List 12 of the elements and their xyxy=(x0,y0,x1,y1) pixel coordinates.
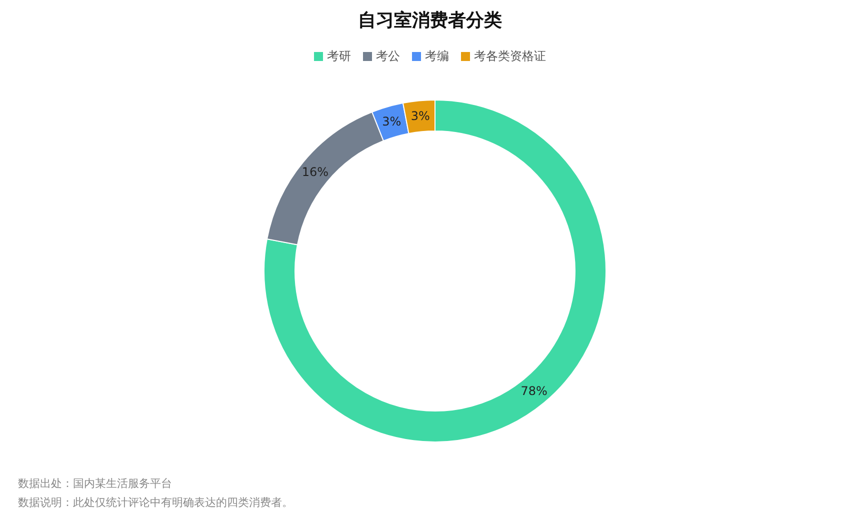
legend-label: 考公 xyxy=(376,48,400,65)
data-label: 78% xyxy=(520,384,548,398)
data-label: 3% xyxy=(382,114,402,129)
chart-title: 自习室消费者分类 xyxy=(357,9,503,32)
text: 数据说明：此处仅统计评论中有明确表达的四类消费者。 xyxy=(18,495,293,511)
data-label: 3% xyxy=(410,109,430,124)
legend-label: 考编 xyxy=(425,48,449,65)
donut-slice xyxy=(264,100,606,442)
data-label: 16% xyxy=(302,164,329,179)
legend-label: 考各类资格证 xyxy=(474,48,546,65)
text: 数据出处：国内某生活服务平台 xyxy=(18,476,173,492)
legend-label: 考研 xyxy=(327,48,351,65)
